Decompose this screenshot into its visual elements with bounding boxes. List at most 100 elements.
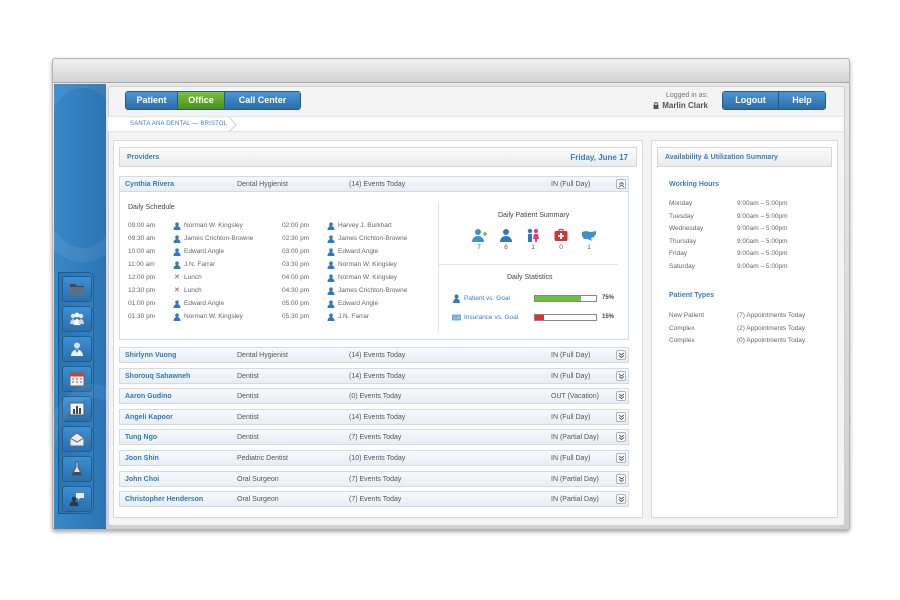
summary-first-aid: 0 [551, 228, 571, 251]
provider-row[interactable]: Shirlynn Vuong Dental Hygienist (14) Event… [119, 347, 629, 363]
slot-patient[interactable]: Edward Angle [184, 248, 225, 255]
provider-row-expanded[interactable]: Cynthia Rivera Dental Hygienist (14) Eve… [119, 176, 629, 192]
nav-chart-button[interactable] [62, 396, 92, 422]
provider-row[interactable]: Joon Shin Pediatric Dentist (10) Events To… [119, 450, 629, 466]
provider-status: IN (Partial Day) [551, 496, 599, 504]
chevron-down-icon [618, 373, 625, 379]
provider-row[interactable]: Christopher Henderson Oral Surgeon (7) Eve… [119, 491, 629, 508]
provider-role: Pediatric Dentist [237, 455, 288, 462]
provider-name[interactable]: Shirlynn Vuong [125, 352, 177, 359]
slot-time: 03:00 pm [282, 248, 310, 255]
expand-button[interactable] [616, 350, 626, 360]
top-buttons: Logout Help [722, 91, 826, 110]
expand-button[interactable] [616, 411, 626, 422]
nav-calendar-button[interactable] [62, 366, 92, 392]
slot-patient[interactable]: Norman W. Kingsley [184, 222, 243, 229]
insurance-card-icon [452, 314, 461, 321]
schedule-slot: 10:00 am Edward Angle [128, 248, 278, 257]
expand-button[interactable] [616, 391, 626, 402]
slot-time: 01:30 pm [128, 313, 156, 320]
provider-row[interactable]: Shorouq Sahawneh Dentist (14) Events Today… [119, 367, 629, 384]
slot-patient[interactable]: Lunch [184, 287, 202, 294]
provider-name[interactable]: John Choi [125, 475, 160, 483]
slot-patient[interactable]: Harvey J. Burkhart [338, 222, 392, 229]
chart-icon [69, 402, 85, 416]
slot-patient[interactable]: J.N. Farrar [184, 261, 216, 268]
nav-mail-button[interactable] [62, 426, 92, 452]
provider-events: (7) Events Today [349, 496, 402, 504]
provider-row[interactable]: Angeli Kapoor Dentist (14) Events Today IN … [119, 408, 629, 425]
slot-patient[interactable]: James Crichton-Browne [338, 235, 408, 242]
expand-button[interactable] [616, 370, 626, 381]
working-hours-row: Wednesday 9:00am – 5:00pm [669, 225, 829, 235]
patient-type-name: Complex [669, 337, 695, 344]
providers-title: Providers [127, 154, 160, 161]
person-icon [173, 222, 181, 230]
expand-button[interactable] [616, 453, 626, 463]
provider-name[interactable]: Aaron Gudino [125, 393, 172, 401]
slot-patient[interactable]: Edward Angle [338, 300, 379, 307]
provider-name[interactable]: Christopher Henderson [125, 496, 204, 504]
working-hours-value: 9:00am – 5:00pm [737, 262, 788, 270]
provider-row[interactable]: Aaron Gudino Dentist (0) Events Today OUT (… [119, 388, 629, 405]
provider-role: Dental Hygienist [237, 181, 288, 188]
slot-patient[interactable]: J.N. Farrar [338, 313, 370, 320]
detail-divider-horizontal [438, 264, 618, 265]
slot-time: 04:30 pm [282, 287, 310, 294]
provider-row[interactable]: Tung Ngo Dentist (7) Events Today IN (Parti… [119, 429, 629, 446]
patient-icon [453, 294, 460, 303]
provider-name[interactable]: Joon Shin [125, 455, 159, 462]
collapse-button[interactable] [616, 179, 626, 189]
person-icon [173, 235, 181, 243]
nav-folder-button[interactable] [62, 276, 92, 302]
summary-count: 0 [559, 244, 563, 251]
expand-button[interactable] [616, 473, 626, 484]
family-icon [527, 228, 539, 242]
provider-name[interactable]: Shorouq Sahawneh [125, 372, 191, 380]
slot-patient[interactable]: Edward Angle [184, 300, 225, 307]
breadcrumb-location[interactable]: SANTA ANA DENTAL — BRISTOL [130, 121, 228, 127]
chevron-down-icon [618, 435, 625, 441]
working-hours-row: Thursday 9:00am – 5:00pm [669, 238, 829, 248]
daily-statistics-title: Daily Statistics [507, 274, 553, 281]
help-button[interactable]: Help [779, 92, 825, 109]
tab-patient[interactable]: Patient [126, 92, 178, 109]
tab-call-center[interactable]: Call Center [225, 92, 300, 109]
logout-button[interactable]: Logout [723, 92, 779, 109]
expand-button[interactable] [616, 432, 626, 443]
slot-patient[interactable]: Norman W. Kingsley [338, 274, 397, 281]
person-icon [327, 287, 335, 295]
patient-type-value: (7) Appointments Today [737, 312, 806, 319]
doctor-icon [71, 342, 83, 356]
provider-name[interactable]: Tung Ngo [125, 434, 158, 442]
patient-icon [500, 229, 512, 242]
provider-name[interactable]: Cynthia Rivera [125, 181, 175, 188]
schedule-slot: 11:00 am J.N. Farrar [128, 261, 278, 270]
slot-patient[interactable]: Lunch [184, 274, 202, 281]
slot-patient[interactable]: James Crichton-Browne [338, 287, 408, 294]
provider-row[interactable]: John Choi Oral Surgeon (7) Events Today IN … [119, 470, 629, 487]
slot-patient[interactable]: Edward Angle [338, 248, 379, 255]
slot-patient[interactable]: Norman W. Kingsley [338, 261, 397, 268]
patient-type-value: (2) Appointments Today [737, 324, 806, 332]
stat-progress-bar [534, 314, 597, 321]
slot-patient[interactable]: James Crichton-Browne [184, 235, 254, 242]
provider-events: (14) Events Today [349, 413, 406, 421]
tab-office[interactable]: Office [178, 92, 225, 109]
breadcrumb: SANTA ANA DENTAL — BRISTOL [108, 116, 843, 132]
slot-patient[interactable]: Norman W. Kingsley [184, 313, 243, 320]
nav-lab-button[interactable] [62, 456, 92, 482]
provider-events: (14) Events Today [349, 181, 406, 188]
nav-group-button[interactable] [62, 306, 92, 332]
nav-doctor-button[interactable] [62, 336, 92, 362]
provider-role: Oral Surgeon [237, 475, 279, 483]
mail-icon [69, 432, 85, 447]
working-hours-row: Saturday 9:00am – 5:00pm [669, 263, 829, 273]
nav-tray [58, 272, 94, 514]
schedule-slot: 01:00 pm Edward Angle [128, 300, 278, 309]
schedule-slot: 12:30 pm ✕ Lunch [128, 287, 278, 296]
nav-support-button[interactable] [62, 486, 92, 512]
expand-button[interactable] [616, 494, 626, 505]
provider-name[interactable]: Angeli Kapoor [125, 413, 173, 421]
working-hours-value: 9:00am – 5:00pm [737, 212, 788, 220]
